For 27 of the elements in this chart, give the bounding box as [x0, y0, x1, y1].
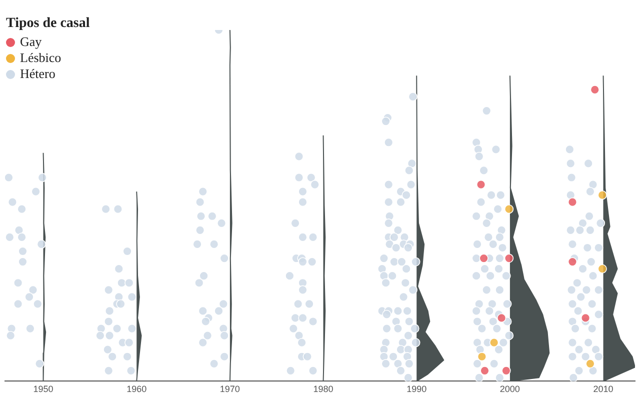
point — [504, 204, 514, 214]
x-tick-label: 1970 — [220, 384, 240, 394]
point — [598, 190, 607, 200]
point — [476, 180, 486, 190]
x-tick-label: 1990 — [406, 384, 427, 394]
point — [477, 352, 487, 362]
legend-label: Hétero — [20, 66, 56, 82]
point — [580, 313, 590, 323]
point — [568, 197, 578, 207]
x-tick-label: 2000 — [500, 384, 520, 394]
point — [502, 366, 511, 376]
point — [489, 338, 499, 348]
x-tick-label: 2010 — [593, 384, 614, 394]
legend-label: Lésbico — [20, 50, 62, 66]
point — [586, 359, 595, 368]
point — [496, 313, 506, 323]
x-tick-label: 1980 — [313, 384, 334, 394]
x-tick-label: 1960 — [126, 384, 147, 394]
point — [598, 264, 607, 274]
point — [590, 85, 600, 94]
legend-title: Tipos de casal — [6, 16, 90, 32]
point — [480, 366, 490, 376]
point — [479, 254, 488, 263]
legend-label: Gay — [20, 34, 42, 50]
point — [568, 257, 578, 266]
point — [504, 254, 514, 263]
x-tick-label: 1950 — [33, 384, 54, 394]
